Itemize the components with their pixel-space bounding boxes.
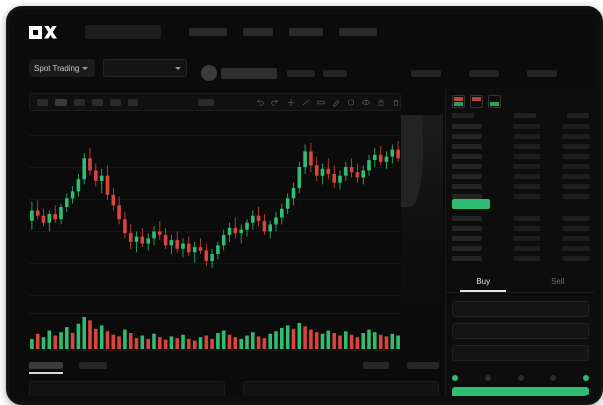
orderbook-both-icon[interactable] — [452, 95, 465, 108]
undo-icon[interactable] — [256, 98, 265, 107]
amount-percent-slider[interactable] — [452, 373, 589, 383]
order-form-tabs: Buy Sell — [446, 270, 594, 293]
toolbar-chip-2[interactable] — [54, 98, 68, 106]
table-row[interactable] — [452, 245, 589, 253]
trading-mode-select[interactable]: Spot Trading — [29, 59, 95, 77]
okx-logo-icon[interactable] — [29, 25, 73, 39]
table-row[interactable] — [452, 215, 589, 223]
orderbook-ask-rows — [452, 123, 589, 203]
bottom-panel-left[interactable] — [29, 381, 225, 396]
toolbar-chip-1[interactable] — [37, 98, 48, 106]
bottom-panel-right[interactable] — [243, 381, 439, 396]
table-row[interactable] — [452, 123, 589, 131]
trading-mode-label: Spot Trading — [34, 63, 80, 73]
amount-field[interactable] — [452, 323, 589, 339]
device-frame: Spot Trading — [6, 6, 603, 405]
chevron-down-icon — [175, 66, 181, 70]
orderbook-bid-rows — [452, 215, 589, 265]
top-navigation-bar — [15, 15, 594, 49]
magnet-icon[interactable] — [347, 98, 355, 107]
tab-open-orders[interactable] — [29, 362, 63, 369]
orders-tabs — [29, 360, 439, 374]
toolbar-chip-4[interactable] — [92, 98, 103, 106]
coin-avatar — [201, 65, 217, 81]
trend-line-icon[interactable] — [302, 98, 310, 107]
redo-icon[interactable] — [271, 98, 279, 107]
tab-order-history[interactable] — [79, 362, 107, 369]
column-header-amount — [514, 113, 536, 118]
stat-3 — [411, 70, 441, 77]
table-row[interactable] — [452, 153, 589, 161]
eye-icon[interactable] — [362, 98, 370, 107]
slider-dot-5[interactable] — [583, 375, 589, 381]
toolbar-chip-5[interactable] — [109, 98, 121, 106]
column-header-total — [567, 113, 589, 118]
total-field[interactable] — [452, 345, 589, 361]
price-field[interactable] — [452, 301, 589, 317]
stat-4 — [469, 70, 499, 77]
orderbook-column-headers — [452, 113, 589, 119]
stat-1 — [287, 70, 315, 77]
table-row[interactable] — [452, 193, 589, 201]
active-tab-underline — [29, 372, 63, 374]
tab-sell[interactable]: Sell — [551, 276, 565, 286]
orderbook-bids-icon[interactable] — [488, 95, 501, 108]
tab-assets[interactable] — [363, 362, 389, 369]
table-row[interactable] — [452, 225, 589, 233]
stat-2 — [323, 70, 347, 77]
table-row[interactable] — [452, 133, 589, 141]
crosshair-icon[interactable] — [287, 98, 295, 107]
price-chart[interactable] — [29, 115, 401, 314]
chart-toolbar[interactable] — [29, 93, 401, 111]
submit-buy-button[interactable] — [452, 387, 589, 396]
pair-header-bar: Spot Trading — [15, 49, 594, 89]
slider-dot-4[interactable] — [550, 375, 557, 381]
nav-items — [189, 28, 377, 36]
table-row[interactable] — [452, 183, 589, 191]
trash-icon[interactable] — [392, 98, 400, 107]
pair-name-label — [221, 68, 277, 79]
slider-dot-1[interactable] — [452, 375, 458, 381]
nav-item-1[interactable] — [189, 28, 227, 36]
slider-dot-3[interactable] — [517, 375, 524, 381]
table-row[interactable] — [452, 163, 589, 171]
tab-buy[interactable]: Buy — [476, 276, 491, 286]
chevron-down-icon — [82, 66, 89, 70]
volume-series — [29, 317, 401, 351]
search-input[interactable] — [85, 25, 161, 39]
toolbar-chip-6[interactable] — [127, 98, 139, 106]
orderbook-panel: Buy Sell — [445, 89, 594, 396]
chart-right-overlay-secondary — [401, 115, 423, 207]
table-row[interactable] — [452, 173, 589, 181]
interval-chip[interactable] — [198, 98, 215, 106]
nav-item-4[interactable] — [339, 28, 377, 36]
toolbar-chip-3[interactable] — [74, 98, 86, 106]
orderbook-view-tabs — [452, 95, 501, 108]
tab-tools[interactable] — [407, 362, 439, 369]
slider-dot-2[interactable] — [484, 375, 491, 381]
table-row[interactable] — [452, 235, 589, 243]
ruler-icon[interactable] — [316, 98, 325, 107]
lock-icon[interactable] — [377, 98, 385, 107]
orderbook-asks-icon[interactable] — [470, 95, 483, 108]
nav-item-2[interactable] — [243, 28, 273, 36]
brush-icon[interactable] — [332, 98, 340, 107]
column-header-price — [452, 113, 474, 118]
last-price-indicator — [452, 199, 490, 209]
candlestick-series — [30, 140, 400, 268]
nav-item-3[interactable] — [289, 28, 323, 36]
table-row[interactable] — [452, 143, 589, 151]
app-screen: Spot Trading — [15, 15, 594, 396]
stat-5 — [527, 70, 557, 77]
pair-search-input[interactable] — [103, 59, 187, 77]
volume-chart — [29, 315, 401, 353]
active-order-tab-underline — [460, 290, 506, 292]
table-row[interactable] — [452, 255, 589, 263]
